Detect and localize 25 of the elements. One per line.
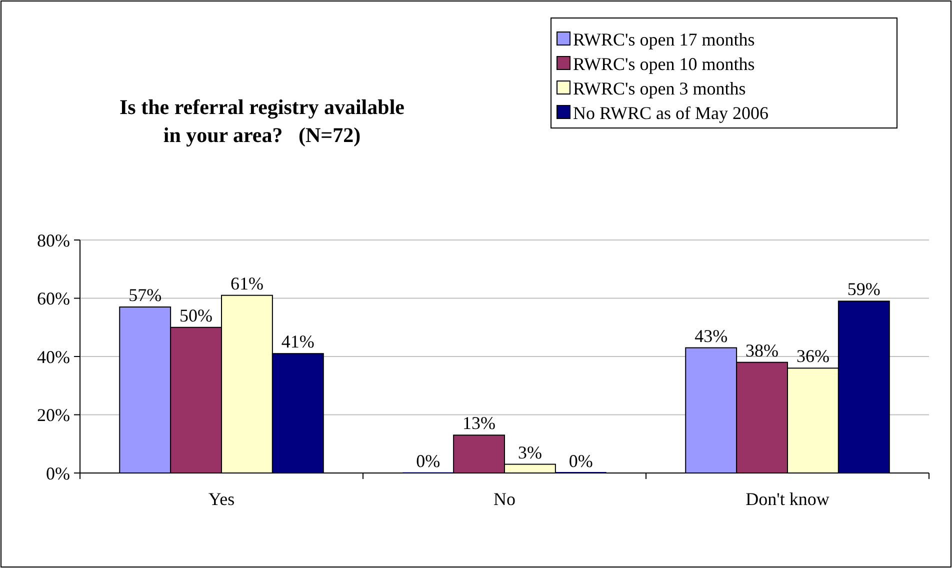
x-tick-label: Don't know [746, 489, 830, 509]
legend-label: RWRC's open 17 months [573, 29, 755, 50]
data-label: 41% [281, 332, 314, 352]
data-label: 50% [180, 305, 213, 326]
legend-label: RWRC's open 3 months [573, 78, 746, 98]
chart-title: Is the referral registry available in your area? (N=72) [120, 95, 404, 147]
data-label: 0% [416, 451, 440, 471]
data-label: 13% [462, 413, 496, 434]
data-label: 43% [694, 326, 728, 346]
data-label: 3% [518, 442, 542, 462]
data-label: 0% [568, 451, 593, 471]
x-tick-label: Yes [208, 489, 235, 509]
y-tick-label: 80% [37, 230, 70, 250]
x-tick-label: No [494, 489, 516, 509]
y-tick-label: 40% [37, 346, 70, 367]
data-label: 36% [796, 346, 830, 366]
y-tick-label: 20% [37, 405, 70, 426]
y-tick-label: 60% [37, 288, 70, 309]
legend-label: RWRC's open 10 months [573, 54, 755, 74]
data-label: 38% [746, 340, 779, 360]
data-label: 57% [128, 284, 162, 305]
data-label: 61% [230, 273, 264, 294]
y-tick-label: 0% [46, 463, 70, 484]
data-label: 59% [847, 279, 880, 300]
legend-label: No RWRC as of May 2006 [573, 102, 768, 123]
